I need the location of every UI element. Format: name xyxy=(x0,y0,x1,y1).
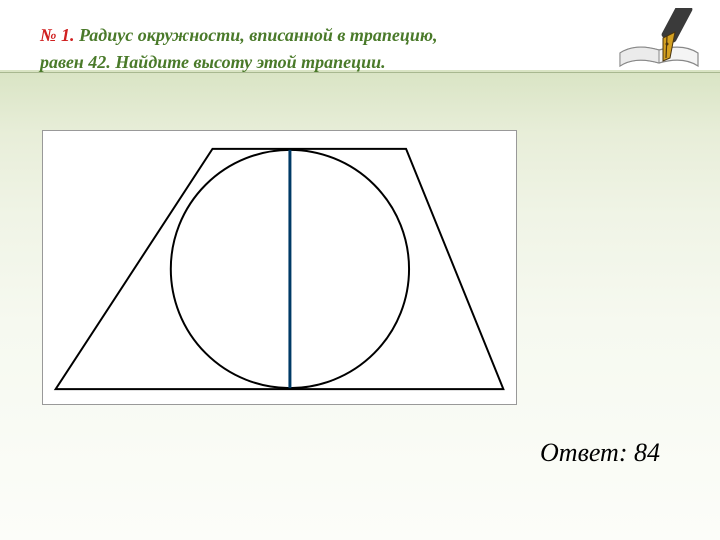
trapezoid-shape xyxy=(56,149,504,389)
answer-text: Ответ: 84 xyxy=(540,438,660,468)
problem-text-line2: равен 42. Найдите высоту этой трапеции. xyxy=(40,52,386,72)
pen-book-icon xyxy=(615,8,705,83)
geometry-figure xyxy=(42,130,517,405)
problem-number: № 1. xyxy=(40,25,74,45)
problem-text-line1: Радиус окружности, вписанной в трапецию, xyxy=(74,25,437,45)
problem-text: № 1. Радиус окружности, вписанной в трап… xyxy=(40,22,570,76)
figure-svg xyxy=(43,131,516,404)
answer-label: Ответ: xyxy=(540,438,634,467)
answer-value: 84 xyxy=(634,438,660,467)
